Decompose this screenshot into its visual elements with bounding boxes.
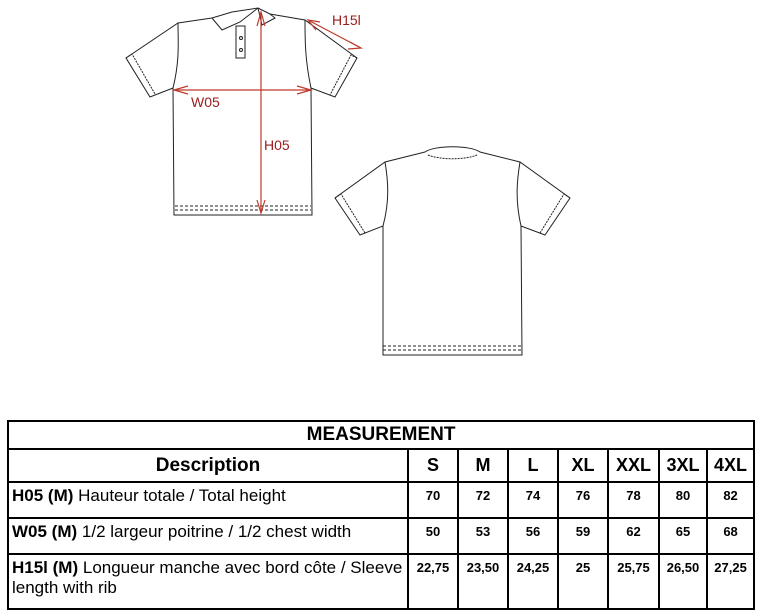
row-code: W05 (M) [12,522,78,541]
cell-value: 56 [507,517,559,555]
size-header: XXL [607,448,660,483]
cell-value: 78 [607,481,660,519]
row-text: 1/2 largeur poitrine / 1/2 chest width [81,522,352,541]
row-code: H05 (M) [12,486,74,505]
row-description: W05 (M) 1/2 largeur poitrine / 1/2 chest… [7,517,409,555]
cell-value: 53 [457,517,509,555]
cell-value: 70 [407,481,459,519]
height-label: H05 [264,137,290,153]
cell-value: 82 [705,481,756,519]
row-text: Longueur manche avec bord côte / Sleeve … [12,558,403,597]
size-header: 4XL [705,448,756,483]
cell-value: 50 [407,517,459,555]
header-row: Description S M L XL XXL 3XL 4XL [7,448,756,483]
back-polo-drawing [334,146,571,356]
cell-value: 76 [557,481,609,519]
description-header: Description [7,448,409,483]
cell-value: 25 [557,553,609,610]
cell-value: 62 [607,517,660,555]
cell-value: 22,75 [407,553,459,610]
row-description: H15l (M) Longueur manche avec bord côte … [7,553,409,610]
size-header: 3XL [658,448,708,483]
size-header: S [407,448,459,483]
row-description: H05 (M) Hauteur totale / Total height [7,481,409,519]
size-header: L [507,448,559,483]
row-text: Hauteur totale / Total height [78,486,286,505]
cell-value: 65 [658,517,708,555]
table-row: H05 (M) Hauteur totale / Total height 70… [7,481,756,519]
cell-value: 80 [658,481,708,519]
measurement-table: MEASUREMENT Description S M L XL XXL 3XL… [6,420,756,610]
front-polo-drawing [125,7,358,216]
table-row: W05 (M) 1/2 largeur poitrine / 1/2 chest… [7,517,756,555]
cell-value: 24,25 [507,553,559,610]
cell-value: 72 [457,481,509,519]
cell-value: 27,25 [705,553,756,610]
polo-diagrams: W05 H05 H15l [125,7,571,356]
cell-value: 23,50 [457,553,509,610]
table-row: H15l (M) Longueur manche avec bord côte … [7,553,756,610]
size-header: M [457,448,509,483]
cell-value: 26,50 [658,553,708,610]
cell-value: 25,75 [607,553,660,610]
cell-value: 74 [507,481,559,519]
sleeve-label: H15l [332,12,361,28]
row-code: H15l (M) [12,558,79,577]
width-label: W05 [191,94,220,110]
size-header: XL [557,448,609,483]
table-title: MEASUREMENT [6,420,756,450]
cell-value: 68 [705,517,756,555]
cell-value: 59 [557,517,609,555]
measure-lines [171,9,364,216]
